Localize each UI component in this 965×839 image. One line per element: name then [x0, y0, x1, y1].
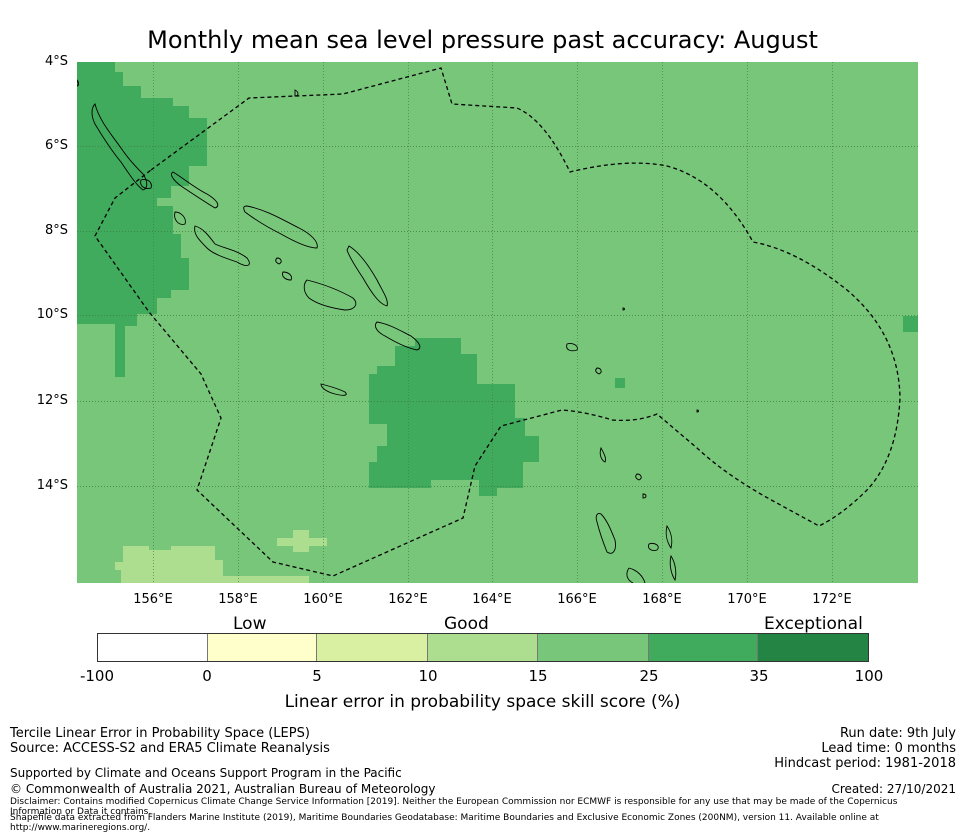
- colorbar-tick: 100: [854, 667, 884, 685]
- colorbar-tick: 10: [418, 667, 438, 685]
- skill-patch-east: [903, 316, 918, 332]
- lead-time: Lead time: 0 months: [821, 741, 956, 756]
- ontong-java-coast: [294, 89, 299, 97]
- bougainville-coast: [91, 103, 148, 191]
- lon-label-164e: 164°E: [472, 592, 512, 607]
- lon-label-156e: 156°E: [133, 592, 173, 607]
- skill-region-southwest: [115, 546, 309, 583]
- coastlines: [77, 79, 699, 583]
- new-georgia-group-coast: [194, 225, 250, 266]
- pentecost-coast: [665, 524, 673, 550]
- lat-label-6s: 6°S: [44, 138, 68, 153]
- colorbar-segment: [537, 634, 649, 661]
- vanikoro-coast: [595, 367, 602, 375]
- chart-title: Monthly mean sea level pressure past acc…: [147, 26, 818, 54]
- lat-label-12s: 12°S: [36, 393, 68, 408]
- lat-label-4s: 4°S: [44, 54, 68, 69]
- rennell-coast: [320, 383, 347, 396]
- lon-label-166e: 166°E: [557, 592, 597, 607]
- lon-label-168e: 168°E: [642, 592, 682, 607]
- category-label-good: Good: [444, 614, 489, 634]
- malakula-coast: [626, 567, 646, 583]
- colorbar-segment: [758, 634, 869, 661]
- guadalcanal-coast: [303, 279, 357, 311]
- support-text: Supported by Climate and Oceans Support …: [10, 766, 402, 780]
- source-text: Source: ACCESS-S2 and ERA5 Climate Reana…: [10, 741, 330, 756]
- ambae-coast: [648, 543, 659, 551]
- tikopia-coast: [696, 409, 699, 413]
- santa-isabel-coast: [243, 205, 318, 249]
- colorbar: [97, 633, 869, 662]
- lon-label-162e: 162°E: [388, 592, 428, 607]
- map-panel: [77, 62, 918, 583]
- malaita-coast: [346, 245, 388, 307]
- colorbar-segment: [648, 634, 759, 661]
- espiritu-santo-coast: [595, 513, 616, 554]
- copyright-text: © Commonwealth of Australia 2021, Austra…: [10, 782, 436, 796]
- skill-field-background: [77, 62, 918, 583]
- lon-label-172e: 172°E: [812, 592, 852, 607]
- skill-patch-south: [277, 530, 327, 552]
- colorbar-segment: [317, 634, 429, 661]
- new-georgia-coast: [174, 211, 186, 225]
- torres-islands-coast: [599, 446, 606, 463]
- russell-islands-coast: [275, 257, 282, 265]
- eez-boundary: [94, 67, 901, 577]
- lon-label-170e: 170°E: [727, 592, 767, 607]
- choiseul-coast: [170, 171, 219, 209]
- banks-islands-coast: [635, 473, 642, 481]
- makira-coast: [374, 321, 421, 351]
- shapefile-credit: Shapefile data extracted from Flanders M…: [10, 813, 879, 833]
- run-date: Run date: 9th July: [839, 726, 956, 741]
- skill-region-central: [369, 338, 539, 496]
- lat-label-10s: 10°S: [36, 307, 68, 322]
- disclaimer-text: Disclaimer: Contains modified Copernicus…: [10, 797, 898, 817]
- colorbar-tick: 15: [528, 667, 548, 685]
- shortland-coast: [140, 179, 152, 189]
- category-label-exceptional: Exceptional: [764, 614, 863, 634]
- created-date: Created: 27/10/2021: [831, 782, 956, 796]
- method-text: Tercile Linear Error in Probability Spac…: [10, 726, 310, 741]
- category-label-low: Low: [233, 614, 267, 634]
- colorbar-segment: [207, 634, 318, 661]
- buka-coast: [77, 79, 79, 87]
- rotuma-coast: [642, 493, 647, 499]
- graticule: [77, 62, 918, 583]
- florida-islands-coast: [282, 271, 292, 281]
- colorbar-tick: 35: [749, 667, 769, 685]
- colorbar-segment: [98, 634, 208, 661]
- anuta-coast: [622, 307, 625, 311]
- maewo-coast: [669, 554, 677, 582]
- colorbar-tick: 5: [312, 667, 322, 685]
- colorbar-segment: [428, 634, 538, 661]
- colorbar-tick: 0: [202, 667, 212, 685]
- skill-score-map: [77, 62, 918, 583]
- lon-label-160e: 160°E: [303, 592, 343, 607]
- colorbar-label: Linear error in probability space skill …: [284, 692, 681, 712]
- lat-label-8s: 8°S: [44, 223, 68, 238]
- lon-label-158e: 158°E: [218, 592, 258, 607]
- ndeni-coast: [566, 343, 578, 352]
- skill-region-west: [77, 62, 207, 377]
- colorbar-tick: -100: [79, 667, 115, 685]
- lat-label-14s: 14°S: [36, 478, 68, 493]
- hindcast-period: Hindcast period: 1981-2018: [774, 756, 956, 771]
- colorbar-tick: 25: [639, 667, 659, 685]
- skill-patch-small: [615, 378, 625, 388]
